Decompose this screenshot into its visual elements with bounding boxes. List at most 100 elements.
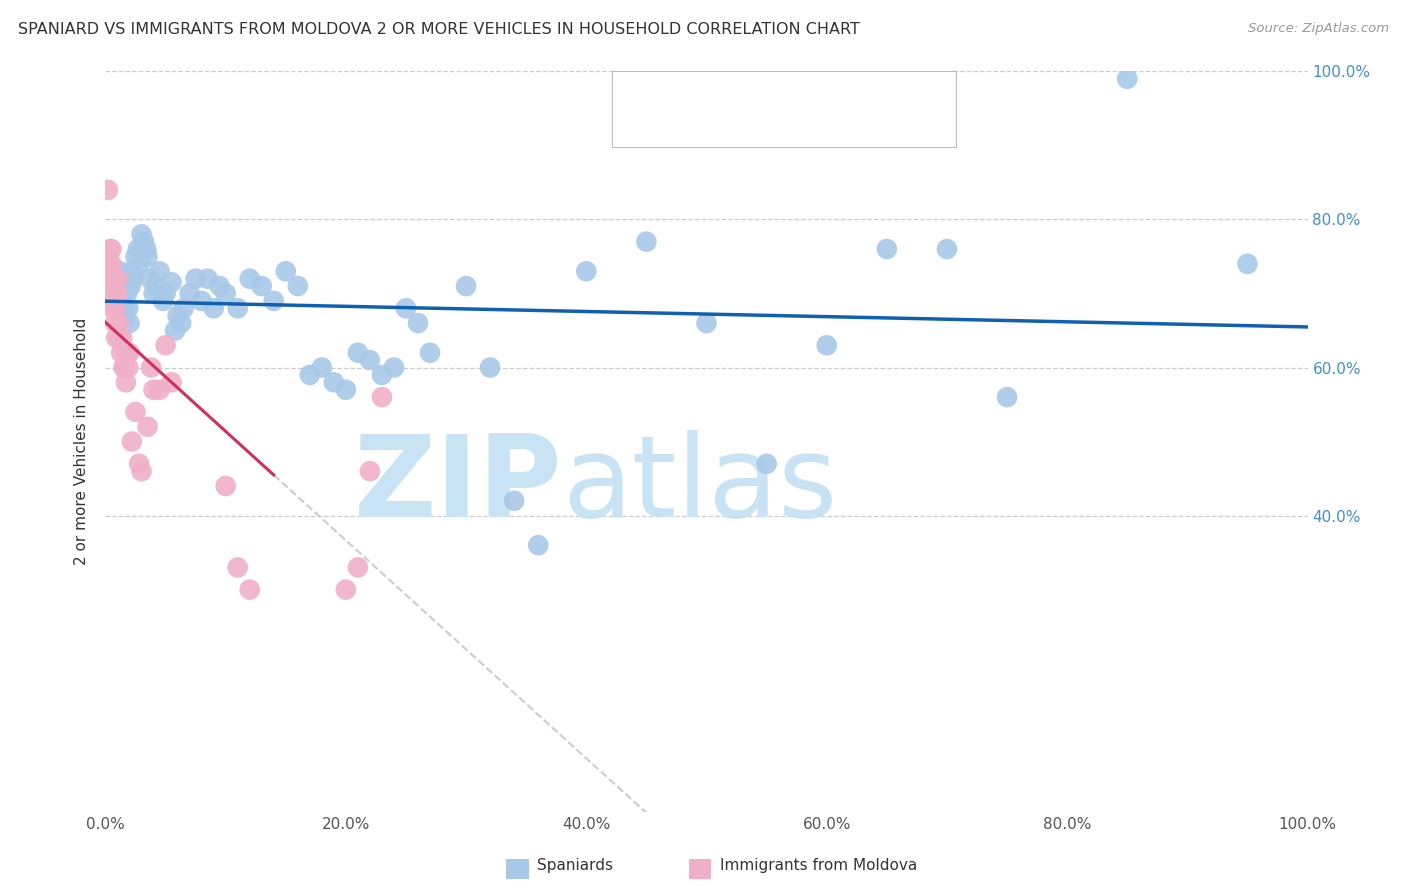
Point [936,242,959,256]
Point [335,582,357,597]
Point [155,286,177,301]
Point [98,242,121,256]
Point [124,250,146,264]
Point [239,271,262,285]
Point [155,338,177,352]
Point [105,331,128,345]
Text: R =: R = [657,80,693,98]
Point [103,286,125,301]
Text: R =: R = [657,112,693,130]
Point [108,264,131,278]
Point [382,360,405,375]
Point [142,286,165,301]
Point [128,457,150,471]
Point [122,271,145,285]
Point [124,405,146,419]
Text: atlas: atlas [562,431,838,541]
Point [184,271,207,285]
Point [173,301,195,316]
Text: Spaniards: Spaniards [537,858,613,872]
Point [995,390,1018,404]
Point [117,360,139,375]
Point [107,271,129,285]
Point [263,293,285,308]
Point [170,316,193,330]
Point [250,279,273,293]
Point [419,345,441,359]
Point [160,376,183,390]
Point [107,316,129,330]
Point [100,257,122,271]
Point [371,390,394,404]
Point [148,264,170,278]
Point [118,316,141,330]
Text: -0.23: -0.23 [699,112,747,130]
Point [111,283,134,297]
Point [815,338,838,352]
Point [115,271,138,285]
Point [274,264,297,278]
Point [127,242,149,256]
Text: SPANIARD VS IMMIGRANTS FROM MOLDOVA 2 OR MORE VEHICLES IN HOUSEHOLD CORRELATION : SPANIARD VS IMMIGRANTS FROM MOLDOVA 2 OR… [18,22,860,37]
Point [214,479,236,493]
Point [98,271,121,285]
Point [108,331,131,345]
Text: 0.161: 0.161 [699,80,756,98]
Text: Source: ZipAtlas.com: Source: ZipAtlas.com [1249,22,1389,36]
Point [311,360,333,375]
Text: N =: N = [752,80,800,98]
Point [145,279,167,293]
Point [575,264,598,278]
Point [103,286,125,301]
Point [97,183,120,197]
Point [503,493,526,508]
Point [1116,71,1139,86]
Point [118,345,141,359]
Point [152,293,174,308]
Point [1236,257,1258,271]
Point [139,360,162,375]
Point [335,383,357,397]
Text: ZIP: ZIP [354,431,562,541]
Point [527,538,550,552]
Point [101,301,124,316]
Point [454,279,477,293]
Point [142,383,165,397]
Point [696,316,718,330]
Point [298,368,321,382]
Point [115,376,138,390]
Y-axis label: 2 or more Vehicles in Household: 2 or more Vehicles in Household [75,318,90,566]
Point [98,257,121,271]
Point [121,434,143,449]
Point [136,250,159,264]
Point [359,464,381,478]
Point [131,464,153,478]
Point [121,264,143,278]
Point [139,271,162,285]
Point [239,582,262,597]
Point [114,360,136,375]
Point [111,331,134,345]
Point [190,293,212,308]
Point [114,309,136,323]
Point [107,279,129,293]
Point [876,242,898,256]
Text: N =: N = [761,112,808,130]
Point [98,293,121,308]
Point [115,286,138,301]
Point [104,316,127,330]
Point [104,301,127,316]
Point [208,279,231,293]
Point [479,360,502,375]
Point [101,286,124,301]
Point [110,290,132,304]
Text: 74: 74 [801,80,825,98]
Text: Immigrants from Moldova: Immigrants from Moldova [720,858,917,872]
Point [132,235,155,249]
Point [755,457,778,471]
Point [112,301,135,316]
Point [120,279,142,293]
Point [107,271,129,285]
Point [347,345,370,359]
Point [131,227,153,242]
